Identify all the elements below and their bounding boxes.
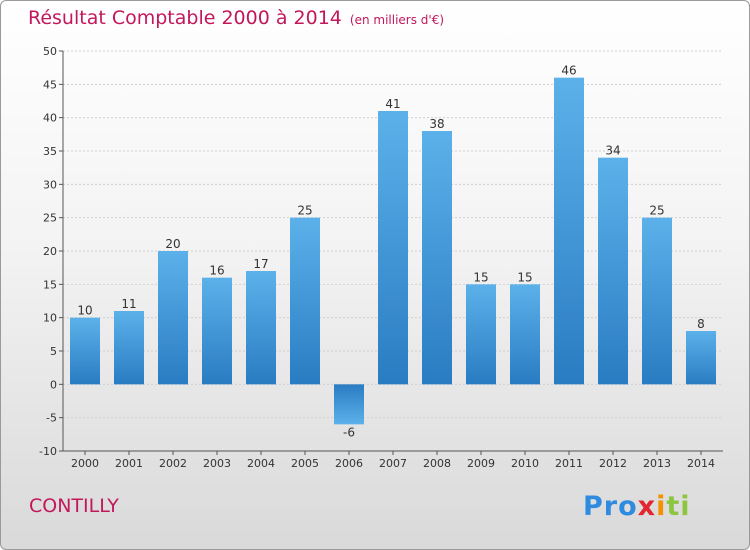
data-label: 25 — [649, 204, 664, 218]
data-label: 41 — [385, 97, 400, 111]
y-tick-label: 10 — [43, 312, 57, 325]
x-tick-label: 2002 — [159, 457, 187, 470]
data-label: 20 — [165, 237, 180, 251]
bar — [290, 217, 320, 385]
bar — [70, 317, 100, 385]
data-label: 11 — [121, 297, 136, 311]
bar — [246, 271, 276, 385]
x-tick-label: 2010 — [511, 457, 539, 470]
y-tick-label: 25 — [43, 212, 57, 225]
chart-subtitle: (en milliers d'€) — [349, 13, 445, 27]
data-label: -6 — [343, 425, 355, 439]
data-label: 10 — [77, 304, 92, 318]
y-tick-label: 50 — [43, 45, 57, 58]
bar — [554, 77, 584, 385]
x-tick-label: 2007 — [379, 457, 407, 470]
chart-title: Résultat Comptable 2000 à 2014 — [28, 7, 342, 29]
x-tick-label: 2009 — [467, 457, 495, 470]
bar — [334, 384, 364, 425]
place-name: CONTILLY — [29, 495, 119, 517]
bar — [466, 284, 496, 385]
x-tick-label: 2014 — [687, 457, 715, 470]
data-label: 38 — [429, 117, 444, 131]
x-tick-label: 2013 — [643, 457, 671, 470]
data-label: 17 — [253, 257, 268, 271]
x-tick-label: 2004 — [247, 457, 275, 470]
y-tick-label: 20 — [43, 245, 57, 258]
bar — [598, 157, 628, 385]
x-tick-label: 2011 — [555, 457, 583, 470]
bar — [114, 311, 144, 385]
data-label: 25 — [297, 204, 312, 218]
y-tick-label: 5 — [50, 345, 57, 358]
y-tick-label: 0 — [50, 378, 57, 391]
bar-layer: 10 11 20 16 17 25 -6 41 38 15 15 46 34 25 8 — [70, 64, 716, 439]
x-tick-label: 2000 — [71, 457, 99, 470]
data-label: 16 — [209, 264, 224, 278]
x-tick-label: 2003 — [203, 457, 231, 470]
y-tick-label: 45 — [43, 78, 57, 91]
y-tick-label: -10 — [39, 445, 57, 458]
x-tick-label: 2005 — [291, 457, 319, 470]
bar — [202, 277, 232, 385]
x-tick-label: 2008 — [423, 457, 451, 470]
x-tick-label: 2001 — [115, 457, 143, 470]
x-tick-label: 2006 — [335, 457, 363, 470]
data-label: 15 — [473, 270, 488, 284]
y-tick-label: 35 — [43, 145, 57, 158]
y-tick-label: 40 — [43, 112, 57, 125]
x-tick-label: 2012 — [599, 457, 627, 470]
y-tick-label: 30 — [43, 178, 57, 191]
data-label: 15 — [517, 270, 532, 284]
data-label: 46 — [561, 64, 576, 78]
data-label: 34 — [605, 144, 620, 158]
bar — [378, 111, 408, 385]
bar — [686, 331, 716, 385]
proxiti-logo: Proxiti — [583, 491, 691, 522]
bar — [642, 217, 672, 385]
y-tick-label: -5 — [46, 412, 57, 425]
chart-title-block: Résultat Comptable 2000 à 2014 (en millie… — [28, 7, 444, 29]
y-tick-label: 15 — [43, 278, 57, 291]
bar — [158, 251, 188, 385]
axis-layer: -10 -5 0 5 10 15 20 25 30 35 40 45 50 2000 2001 2002 200… — [39, 45, 723, 470]
bar — [422, 131, 452, 385]
data-label: 8 — [697, 317, 705, 331]
bar — [510, 284, 540, 385]
